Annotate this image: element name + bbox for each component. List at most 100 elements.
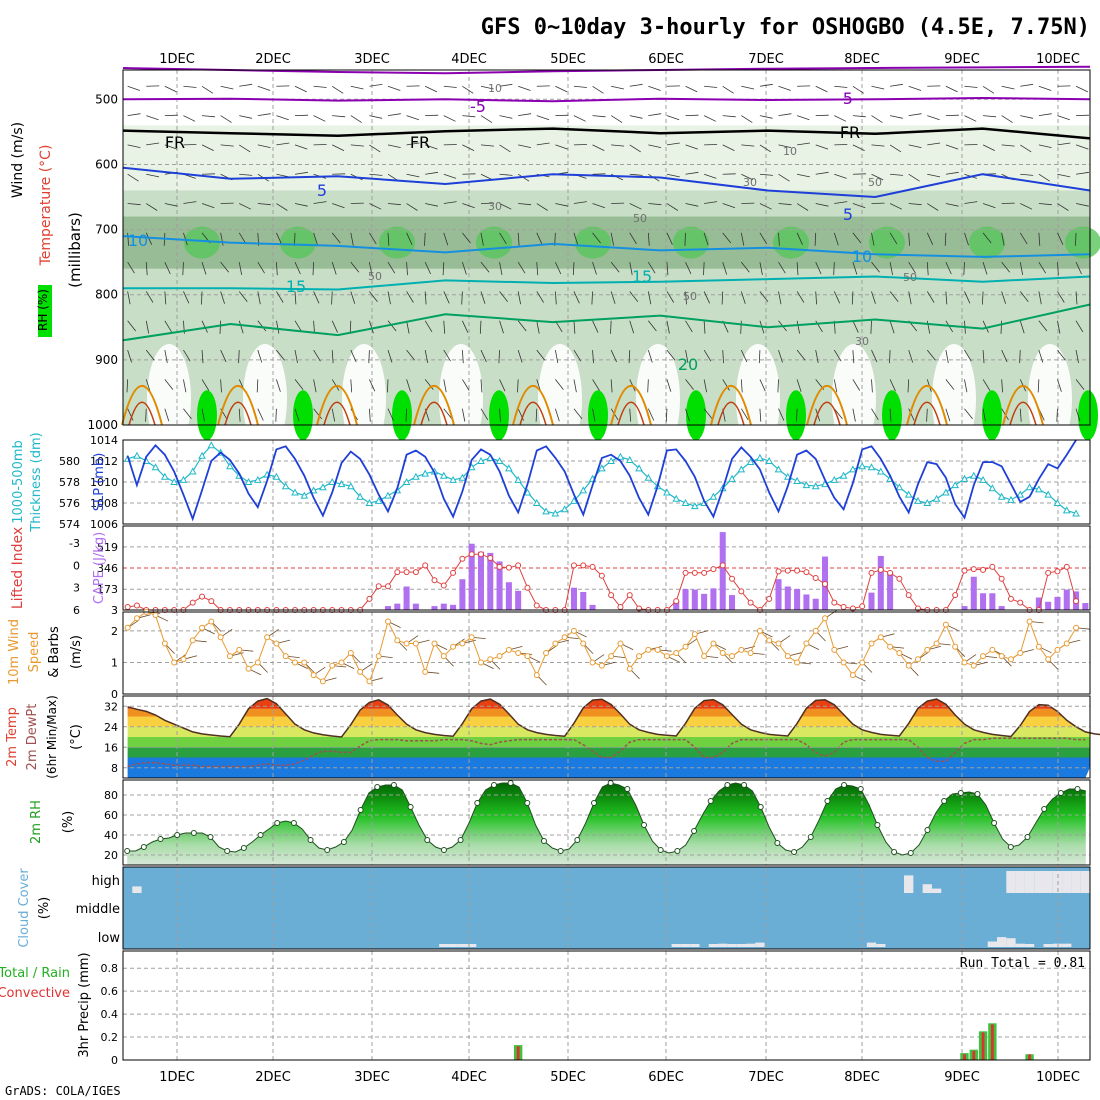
thickness-marker bbox=[291, 488, 299, 496]
thickness-marker bbox=[904, 490, 913, 498]
wind-barb bbox=[369, 232, 377, 245]
thickness-marker bbox=[1044, 490, 1053, 498]
rh-dry-pocket bbox=[932, 343, 976, 454]
wind-barb bbox=[1057, 115, 1070, 121]
wind-barb bbox=[1038, 85, 1052, 91]
wind-barb bbox=[127, 85, 141, 91]
thickness-marker bbox=[858, 462, 867, 470]
wind-barb bbox=[592, 232, 601, 244]
wind-barb bbox=[908, 203, 922, 206]
wind10-marker bbox=[180, 656, 187, 663]
wind10-marker bbox=[543, 650, 550, 656]
wind-barb bbox=[257, 261, 265, 274]
thickness-marker bbox=[663, 488, 671, 496]
temperature-panel: 8 16 24 32 2m Temp 2m DewPt (6hr Min/Max) (°C) bbox=[5, 695, 1100, 779]
rh2m-marker bbox=[290, 820, 297, 826]
wind-barb bbox=[201, 350, 204, 364]
wind-barb bbox=[814, 232, 817, 246]
wind-barb bbox=[964, 349, 972, 362]
wind10-marker bbox=[766, 637, 773, 644]
lifted-index-marker bbox=[505, 564, 512, 571]
wind-barb bbox=[815, 291, 817, 305]
wind10-tick-label: 2 bbox=[111, 625, 118, 638]
bottom-day-label: 5DEC bbox=[550, 1070, 586, 1085]
wind-barb bbox=[852, 85, 865, 94]
thickness-marker bbox=[635, 464, 643, 472]
rh2m-tick-label: 40 bbox=[104, 829, 118, 842]
wind10-marker bbox=[803, 640, 810, 647]
thickness-marker bbox=[374, 496, 383, 504]
wind-barb bbox=[852, 115, 866, 118]
wind-barb bbox=[982, 291, 984, 305]
wind-barb bbox=[890, 173, 904, 176]
wind10-marker bbox=[924, 646, 931, 653]
lifted-index-marker bbox=[989, 563, 996, 570]
wind-barb bbox=[443, 349, 451, 362]
wind-barb bbox=[499, 232, 507, 245]
thickness-marker bbox=[979, 475, 987, 483]
cloud-high-bar bbox=[1062, 871, 1072, 893]
wind-barb bbox=[276, 320, 280, 334]
wind-barb bbox=[201, 85, 214, 94]
wind-barb bbox=[1020, 144, 1032, 153]
rh-dry-pocket bbox=[538, 343, 582, 454]
wind-barb bbox=[462, 115, 476, 118]
cloud-low-bar bbox=[690, 944, 700, 947]
cape-bar bbox=[868, 592, 875, 610]
thickness-marker bbox=[421, 469, 430, 477]
wind-barb bbox=[703, 379, 707, 393]
thickness-marker bbox=[839, 471, 848, 479]
wind-barb bbox=[889, 144, 902, 153]
wind-barb bbox=[759, 173, 773, 176]
wind10-barbs-label: & Barbs bbox=[47, 626, 62, 678]
isotherm-warm bbox=[1002, 385, 1044, 426]
pressure-tick-label: 800 bbox=[95, 288, 118, 302]
wind10-marker bbox=[914, 656, 921, 663]
wind-barb bbox=[629, 320, 635, 334]
wind10-marker bbox=[617, 640, 624, 647]
isotherm-hot bbox=[128, 401, 156, 426]
lifted-index-marker bbox=[589, 563, 596, 570]
slp-tick-label: 1014 bbox=[90, 434, 118, 447]
wind-barb bbox=[238, 291, 248, 302]
wind-barb bbox=[592, 203, 606, 209]
wind-barb bbox=[982, 203, 996, 209]
thickness-marker bbox=[793, 476, 801, 484]
thickness-marker bbox=[244, 477, 253, 485]
thickness-marker bbox=[625, 455, 634, 463]
rh-moist-pocket bbox=[686, 390, 706, 441]
wind10-marker bbox=[849, 672, 856, 679]
wind-barb bbox=[257, 113, 271, 116]
rh-dry-pocket bbox=[736, 343, 780, 454]
isotherm-label: 10 bbox=[852, 247, 872, 266]
wind-barb bbox=[369, 115, 383, 119]
lifted-index-marker bbox=[803, 569, 810, 576]
wind-barb bbox=[871, 115, 883, 123]
cloud-low-bar bbox=[718, 943, 728, 947]
wind10-marker bbox=[570, 627, 577, 634]
wind-barb bbox=[276, 262, 278, 276]
wind-barb bbox=[778, 408, 785, 421]
thickness-marker bbox=[1016, 490, 1025, 498]
wind-barb bbox=[628, 350, 631, 364]
wind-barb bbox=[145, 320, 150, 334]
temp-tick-label: 8 bbox=[111, 762, 118, 775]
wind-barb bbox=[703, 320, 706, 334]
rh-dry-pocket bbox=[636, 343, 680, 454]
wind10-marker bbox=[1045, 656, 1052, 663]
wind-barb bbox=[573, 201, 587, 204]
wind-barb bbox=[685, 350, 689, 363]
rh2m-marker bbox=[274, 820, 281, 826]
thickness-marker bbox=[616, 452, 625, 460]
lifted-index-tick-label: 3 bbox=[73, 582, 80, 595]
wind-barb bbox=[759, 262, 763, 275]
wind-barb bbox=[982, 144, 995, 151]
wind-barb bbox=[778, 349, 783, 363]
wind-barb bbox=[183, 85, 197, 88]
wind-barb bbox=[406, 232, 413, 245]
wind10-marker bbox=[199, 624, 206, 631]
thickness-marker bbox=[867, 463, 876, 471]
thickness-marker bbox=[495, 456, 504, 464]
wind-barb bbox=[852, 408, 856, 422]
